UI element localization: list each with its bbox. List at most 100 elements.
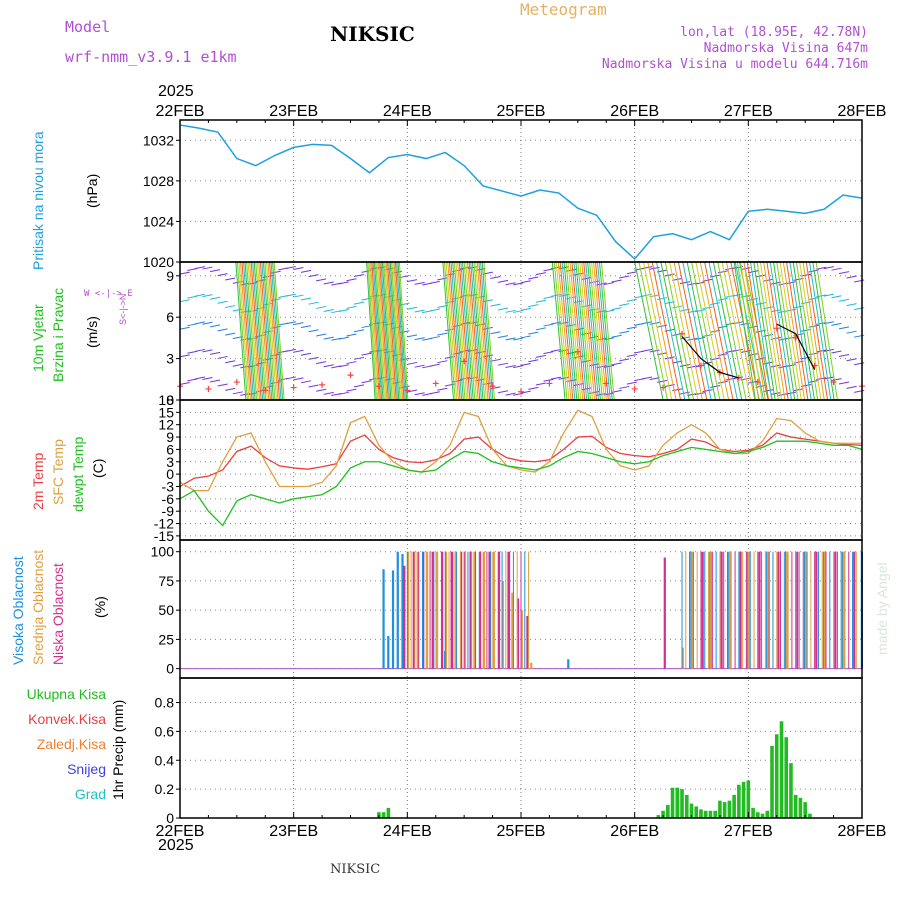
wind-barb xyxy=(838,298,850,302)
wind-storm-band xyxy=(561,261,576,401)
wind-barb xyxy=(308,356,319,360)
wind-storm-band xyxy=(466,261,479,401)
wind-storm-band xyxy=(686,261,717,401)
legend-grad: Grad xyxy=(74,786,106,802)
precip-bar xyxy=(708,810,713,818)
wind-storm-band xyxy=(267,261,279,401)
precip-bar xyxy=(684,794,689,818)
wind-barb xyxy=(808,379,819,383)
precip-bar xyxy=(689,803,694,818)
wind-barb xyxy=(535,272,546,276)
cloud-bar xyxy=(501,580,504,669)
wind-speed-point xyxy=(631,385,638,392)
wind-barb xyxy=(619,330,630,334)
wind-barb xyxy=(543,295,554,299)
wind-storm-band xyxy=(252,261,264,401)
wind-storm-band xyxy=(396,261,406,401)
wind-barb xyxy=(225,360,236,364)
cloud-bar xyxy=(387,635,390,669)
wind-storm-band xyxy=(262,261,274,401)
wind-barb xyxy=(490,331,501,335)
wind-barb xyxy=(808,297,819,301)
wind-storm-band xyxy=(750,261,773,401)
wind-storm-band xyxy=(795,261,819,401)
wind-barb xyxy=(823,348,834,352)
wind-barb xyxy=(528,331,539,335)
wind-storm-band xyxy=(381,261,392,401)
precip-bar xyxy=(741,781,746,818)
temp-tick-label: -3 xyxy=(162,478,175,494)
wind-barb xyxy=(475,350,486,354)
wind-storm-band xyxy=(717,261,747,401)
cloud-tick-label: 75 xyxy=(158,573,174,589)
wind-storm-band xyxy=(443,261,456,401)
wind-barb xyxy=(763,278,774,282)
wind-storm-band xyxy=(256,261,268,401)
wind-barb xyxy=(664,273,675,277)
day-label-top: 25FEB xyxy=(497,103,546,120)
wind-barb xyxy=(209,379,221,383)
wind-barb xyxy=(475,268,486,272)
wind-barb xyxy=(619,303,630,307)
cloud-bar xyxy=(516,598,520,669)
wind-barb xyxy=(346,361,357,365)
day-label-top: 26FEB xyxy=(610,103,659,120)
wind-barb xyxy=(619,358,630,362)
wind-barb xyxy=(831,295,842,299)
wind-barb xyxy=(293,377,304,381)
cloud-bar xyxy=(403,565,406,669)
precip-bar xyxy=(661,810,665,818)
wind-storm-band xyxy=(463,261,476,401)
wind-storm-band xyxy=(448,261,461,401)
wind-barb xyxy=(816,321,827,325)
wind-barb xyxy=(194,348,205,352)
year-top: 2025 xyxy=(158,83,194,100)
wind-storm-band xyxy=(258,261,270,401)
wind-barb xyxy=(543,268,554,272)
wind-barb xyxy=(316,333,327,337)
wind-barb xyxy=(528,276,539,280)
wind-barb xyxy=(717,297,728,301)
wind-storm-band xyxy=(475,261,487,401)
wind-barb xyxy=(710,302,721,306)
wind-barb xyxy=(293,294,304,298)
cloud-bar xyxy=(796,551,799,669)
wind-storm-band xyxy=(239,261,251,401)
wind-storm-band xyxy=(772,261,796,401)
temp-series-0 xyxy=(179,432,863,488)
wind-barb xyxy=(490,276,501,280)
wind-storm-band xyxy=(579,261,594,401)
wind-storm-band xyxy=(273,261,285,401)
wind-barb xyxy=(209,296,221,300)
footer-station: NIKSIC xyxy=(330,862,381,877)
temp-tick-label: 15 xyxy=(158,404,174,420)
wind-speed-point xyxy=(375,383,382,390)
wind-barb xyxy=(338,309,349,313)
wind-storm-band xyxy=(573,261,588,401)
wind-barb xyxy=(300,297,312,301)
wind-barb xyxy=(300,352,312,356)
precip-bar xyxy=(808,813,812,818)
wind-storm-band xyxy=(383,261,393,401)
wind-barb xyxy=(437,305,448,308)
wind-barb xyxy=(785,281,797,285)
wind-storm-band xyxy=(457,261,469,401)
temp-tick-label: 9 xyxy=(166,429,174,445)
wind-storm-band xyxy=(483,261,495,401)
day-label-top: 22FEB xyxy=(156,103,205,120)
wind-storm-band xyxy=(265,261,277,401)
wind-barb xyxy=(232,363,243,367)
wind-storm-band xyxy=(394,261,405,401)
pressure-tick-label: 1032 xyxy=(143,132,174,148)
wind-storm-band xyxy=(647,261,677,401)
cloud-tick-label: 100 xyxy=(151,544,175,560)
wind-storm-band xyxy=(743,261,766,401)
wind-barb xyxy=(346,278,357,282)
wind-barb xyxy=(338,336,349,340)
wind-storm-band xyxy=(397,261,408,401)
wind-barb xyxy=(528,386,539,390)
wind-barb xyxy=(225,277,236,281)
legend-ukupna-kisa: Ukupna Kisa xyxy=(26,686,106,702)
wind-storm-band xyxy=(368,261,379,401)
wind-barb xyxy=(285,376,296,380)
